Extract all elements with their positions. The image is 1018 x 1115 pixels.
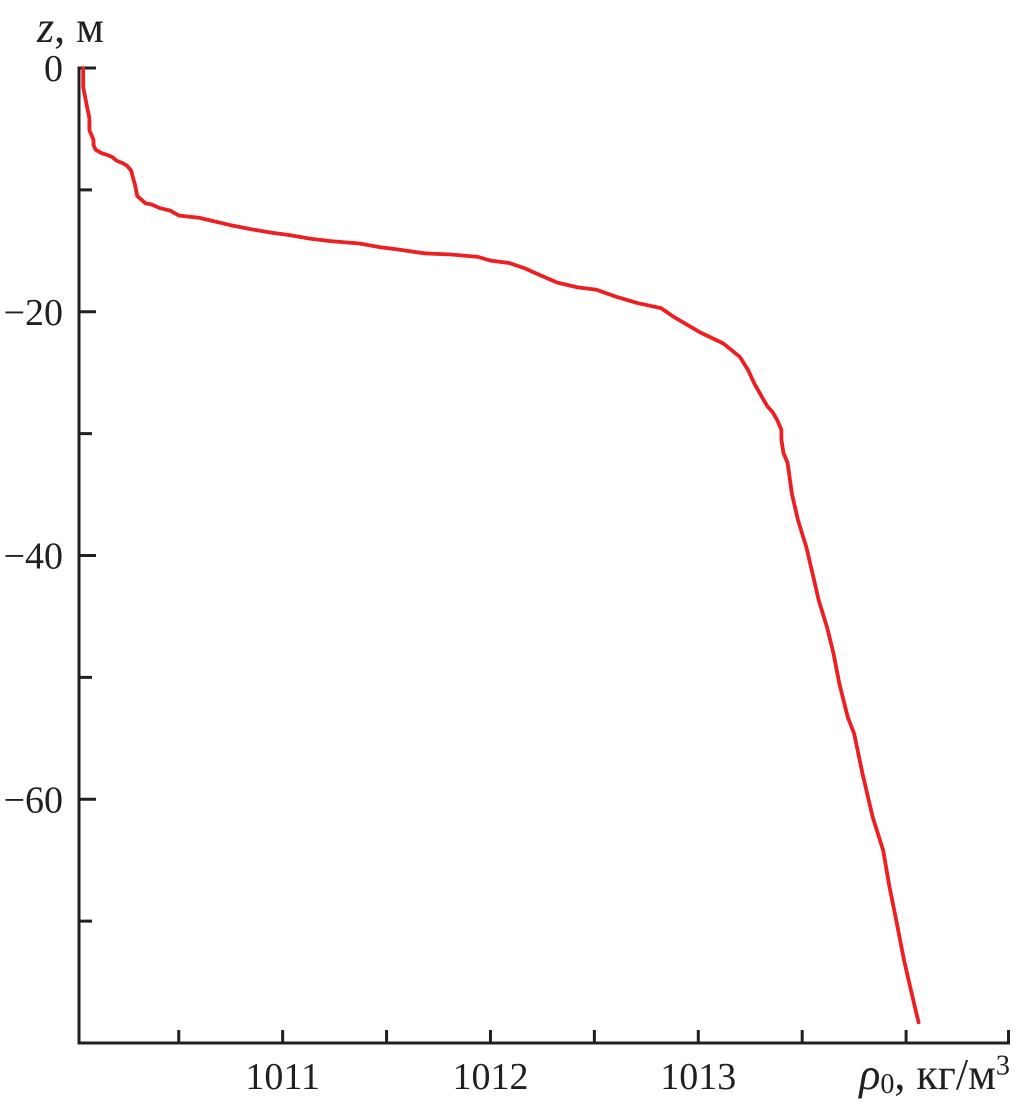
axes-layer [77, 66, 1010, 1045]
x-tick-label: 1013 [660, 1056, 736, 1098]
y-tick-label: −60 [4, 779, 63, 821]
x-axis-unit: , кг/м [894, 1050, 996, 1099]
x-axis-title: ρ0, кг/м3 [859, 1050, 1010, 1100]
x-tick-label: 1011 [245, 1056, 320, 1098]
tick-label-layer: 0 −20 −40 −60 1011 1012 1013 [4, 48, 737, 1098]
x-axis-variable-subscript: 0 [880, 1068, 895, 1100]
axis-spine [77, 66, 1010, 1045]
y-tick-label: 0 [44, 48, 63, 90]
y-tick-label: −40 [4, 536, 63, 578]
density-curve [81, 66, 921, 1025]
y-axis-title: z, м [37, 6, 104, 50]
curve-layer [81, 66, 921, 1025]
y-axis-unit: , м [54, 3, 104, 52]
y-tick-label: −20 [4, 292, 63, 334]
x-axis-variable: ρ [859, 1050, 881, 1099]
x-axis-unit-superscript: 3 [995, 1050, 1010, 1082]
y-axis-variable: z [37, 3, 55, 52]
x-tick-label: 1012 [452, 1056, 528, 1098]
